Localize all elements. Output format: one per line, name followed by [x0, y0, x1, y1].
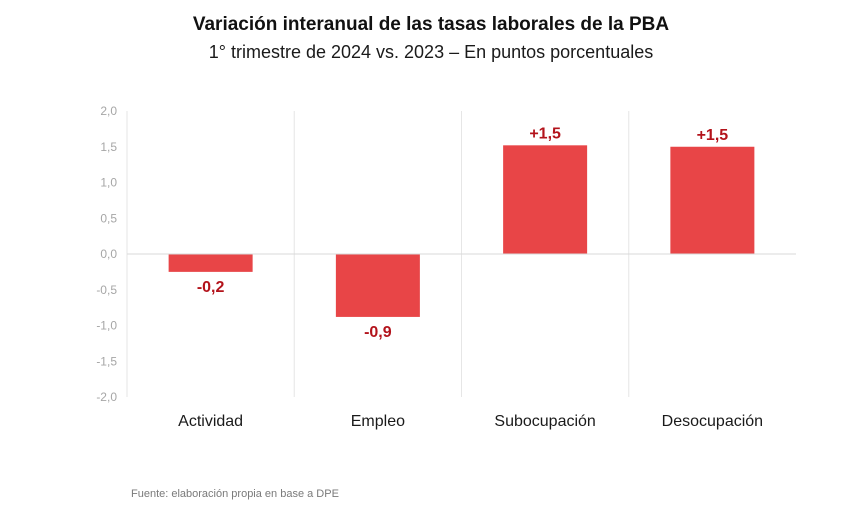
- source-note: Fuente: elaboración propia en base a DPE: [131, 488, 339, 500]
- y-axis: 2,0 1,5 1,0 0,5 0,0 -0,5 -1,0 -1,5 -2,0: [96, 104, 128, 404]
- category-label: Desocupación: [662, 413, 763, 430]
- y-tick-label: 0,0: [100, 247, 117, 261]
- bar-series: [168, 145, 755, 317]
- chart-subtitle: 1° trimestre de 2024 vs. 2023 – En punto…: [208, 42, 654, 62]
- data-label: +1,5: [529, 125, 561, 142]
- y-tick-label: -2,0: [96, 390, 117, 404]
- bar-desocupacion: [670, 146, 755, 254]
- y-tick-label: 1,0: [100, 176, 117, 190]
- data-labels: -0,2 -0,9 +1,5 +1,5: [197, 125, 728, 341]
- y-tick-label: 2,0: [100, 104, 117, 118]
- y-tick-label: -1,5: [96, 354, 117, 368]
- x-axis: Actividad Empleo Subocupación Desocupación: [178, 413, 763, 430]
- bar-actividad: [168, 254, 253, 272]
- category-label: Actividad: [178, 413, 243, 430]
- bar-empleo: [335, 254, 420, 317]
- y-tick-label: 1,5: [100, 140, 117, 154]
- category-label: Empleo: [351, 413, 405, 430]
- y-tick-label: -0,5: [96, 283, 117, 297]
- data-label: -0,9: [364, 324, 392, 341]
- data-label: +1,5: [697, 127, 729, 144]
- chart-title: Variación interanual de las tasas labora…: [192, 14, 670, 35]
- y-tick-label: 0,5: [100, 211, 117, 225]
- bar-subocupacion: [503, 145, 588, 254]
- category-label: Subocupación: [494, 413, 595, 430]
- y-tick-label: -1,0: [96, 319, 117, 333]
- data-label: -0,2: [197, 279, 225, 296]
